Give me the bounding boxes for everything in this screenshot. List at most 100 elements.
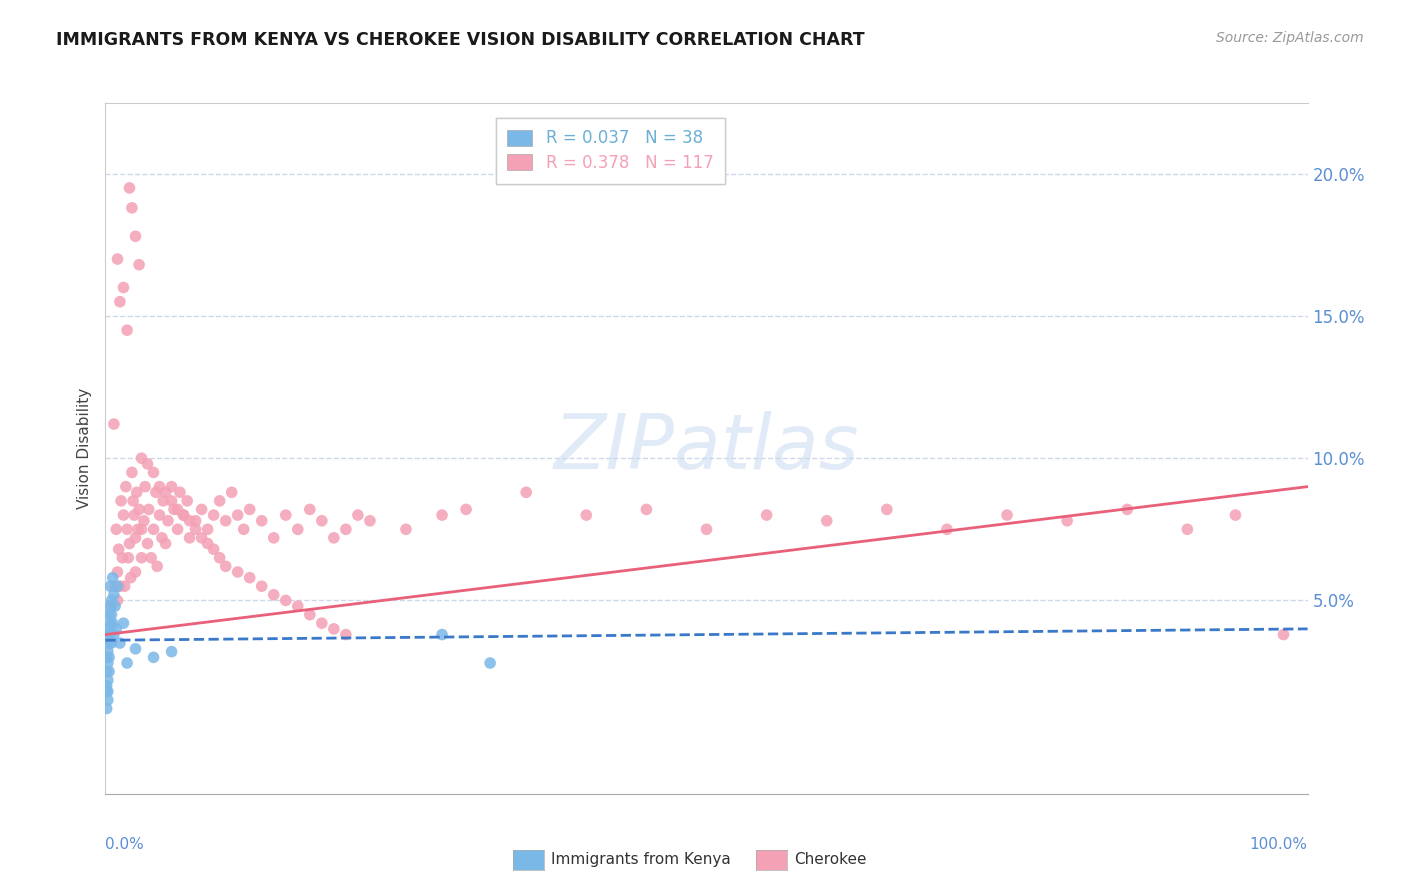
Point (636, 502, 658, 516)
Point (311, 616, 333, 631)
Point (430, 627, 453, 641)
Point (250, 579, 273, 593)
Point (107, 252, 129, 266)
Point (197, 536, 219, 550)
Point (160, 494, 183, 508)
Point (107, 565, 129, 579)
Point (239, 502, 262, 516)
Point (156, 514, 179, 528)
Legend: R = 0.037   N = 38, R = 0.378   N = 117: R = 0.037 N = 38, R = 0.378 N = 117 (496, 118, 725, 184)
Point (575, 508, 598, 522)
Point (876, 502, 898, 516)
Point (96, 701, 118, 715)
Point (696, 522, 718, 536)
Point (96, 650, 118, 665)
Point (335, 627, 357, 641)
Point (322, 531, 344, 545)
Point (111, 550, 134, 565)
Point (250, 514, 273, 528)
Point (322, 622, 344, 636)
Point (115, 522, 138, 536)
Point (208, 550, 231, 565)
Point (1175, 522, 1198, 536)
Point (142, 466, 165, 480)
Point (263, 588, 285, 602)
Point (166, 522, 188, 536)
Point (936, 522, 959, 536)
Point (104, 579, 127, 593)
Point (347, 508, 370, 522)
Point (173, 508, 195, 522)
Point (169, 485, 191, 500)
Point (100, 607, 122, 622)
Point (515, 485, 537, 500)
Point (115, 656, 138, 670)
Point (226, 565, 249, 579)
Point (122, 494, 145, 508)
Point (98, 627, 121, 641)
Point (995, 508, 1018, 522)
Point (479, 656, 502, 670)
Point (146, 559, 169, 574)
Point (274, 508, 297, 522)
Point (131, 451, 153, 466)
Text: 0.0%: 0.0% (105, 837, 145, 852)
Point (163, 502, 186, 516)
Point (148, 508, 170, 522)
Point (179, 531, 201, 545)
Point (142, 522, 165, 536)
Point (208, 494, 231, 508)
Point (112, 616, 135, 631)
Point (287, 522, 309, 536)
Point (118, 536, 141, 550)
Text: IMMIGRANTS FROM KENYA VS CHEROKEE VISION DISABILITY CORRELATION CHART: IMMIGRANTS FROM KENYA VS CHEROKEE VISION… (56, 31, 865, 49)
Point (105, 522, 128, 536)
Point (214, 514, 236, 528)
Point (298, 502, 321, 516)
Point (120, 571, 142, 585)
Point (202, 508, 225, 522)
Point (98, 599, 121, 614)
Point (1225, 508, 1247, 522)
Point (142, 650, 165, 665)
Text: Immigrants from Kenya: Immigrants from Kenya (551, 853, 731, 867)
Point (100, 593, 122, 607)
Point (101, 616, 124, 631)
Point (176, 494, 198, 508)
Point (131, 522, 153, 536)
Point (124, 641, 146, 656)
Point (202, 542, 225, 557)
Point (395, 522, 418, 536)
Point (138, 502, 160, 516)
Point (134, 480, 156, 494)
Point (239, 571, 262, 585)
Point (136, 457, 159, 471)
Point (101, 571, 124, 585)
Point (117, 550, 139, 565)
Point (96, 684, 118, 698)
Point (97, 627, 120, 641)
Point (755, 508, 778, 522)
Point (311, 514, 333, 528)
Point (197, 522, 219, 536)
Point (124, 508, 146, 522)
Text: Source: ZipAtlas.com: Source: ZipAtlas.com (1216, 31, 1364, 45)
Point (179, 514, 201, 528)
Point (263, 531, 285, 545)
Point (105, 622, 128, 636)
Point (115, 480, 138, 494)
Text: 100.0%: 100.0% (1250, 837, 1308, 852)
Point (98, 665, 121, 679)
Point (114, 579, 136, 593)
Point (454, 502, 477, 516)
Point (97, 645, 120, 659)
Y-axis label: Vision Disability: Vision Disability (77, 388, 93, 508)
Point (190, 502, 212, 516)
Point (104, 599, 127, 614)
Point (335, 522, 357, 536)
Point (98, 607, 121, 622)
Point (190, 531, 212, 545)
Point (112, 280, 135, 294)
Point (107, 579, 129, 593)
Point (98, 579, 121, 593)
